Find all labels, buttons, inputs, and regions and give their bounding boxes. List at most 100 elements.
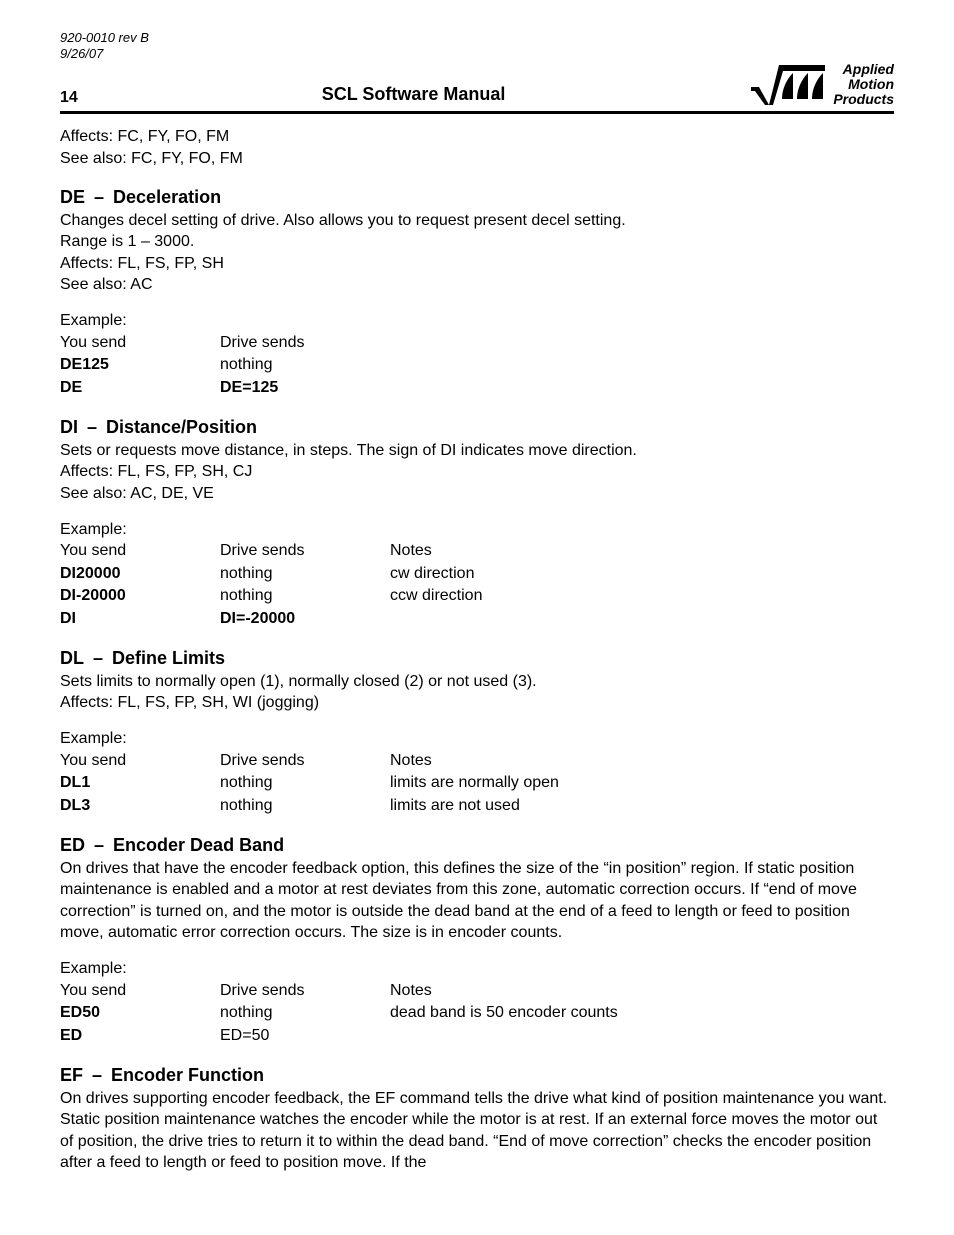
intro-see-also: See also: FC, FY, FO, FM bbox=[60, 148, 894, 170]
de-line4: See also: AC bbox=[60, 274, 894, 296]
di-line2: Affects: FL, FS, FP, SH, CJ bbox=[60, 461, 894, 483]
header-row: 14 SCL Software Manual Applied Motion Pr… bbox=[60, 61, 894, 107]
cell: limits are normally open bbox=[390, 772, 640, 795]
dl-example-label: Example: bbox=[60, 728, 894, 750]
col-header: You send bbox=[60, 750, 220, 773]
code-de: DE bbox=[60, 187, 85, 207]
cell: DI20000 bbox=[60, 563, 220, 586]
de-example-label: Example: bbox=[60, 310, 894, 332]
table-row: DE125 nothing bbox=[60, 354, 390, 377]
section-title-dl: DL – Define Limits bbox=[60, 646, 894, 670]
table-row: DL3 nothing limits are not used bbox=[60, 795, 640, 818]
cell: nothing bbox=[220, 772, 390, 795]
manual-title: SCL Software Manual bbox=[78, 84, 750, 107]
name-ed: Encoder Dead Band bbox=[113, 835, 284, 855]
col-header: Notes bbox=[390, 980, 640, 1003]
di-line1: Sets or requests move distance, in steps… bbox=[60, 440, 894, 462]
col-header: You send bbox=[60, 980, 220, 1003]
cell: limits are not used bbox=[390, 795, 640, 818]
di-line3: See also: AC, DE, VE bbox=[60, 483, 894, 505]
dash-de: – bbox=[85, 187, 113, 207]
table-row: You send Drive sends bbox=[60, 332, 390, 355]
col-header: Drive sends bbox=[220, 332, 390, 355]
cell: DE bbox=[60, 377, 220, 400]
name-di: Distance/Position bbox=[106, 417, 257, 437]
cell: nothing bbox=[220, 354, 390, 377]
code-di: DI bbox=[60, 417, 78, 437]
col-header: Notes bbox=[390, 540, 640, 563]
page-header: 920-0010 rev B 9/26/07 14 SCL Software M… bbox=[60, 30, 894, 114]
code-dl: DL bbox=[60, 648, 84, 668]
table-row: DE DE=125 bbox=[60, 377, 390, 400]
cell: nothing bbox=[220, 585, 390, 608]
col-header: You send bbox=[60, 540, 220, 563]
de-line3: Affects: FL, FS, FP, SH bbox=[60, 253, 894, 275]
dl-line1: Sets limits to normally open (1), normal… bbox=[60, 671, 894, 693]
cell: cw direction bbox=[390, 563, 640, 586]
table-row: DI-20000 nothing ccw direction bbox=[60, 585, 640, 608]
ed-example-label: Example: bbox=[60, 958, 894, 980]
di-example-table: You send Drive sends Notes DI20000 nothi… bbox=[60, 540, 640, 630]
code-ef: EF bbox=[60, 1065, 83, 1085]
cell: DI-20000 bbox=[60, 585, 220, 608]
doc-meta: 920-0010 rev B 9/26/07 bbox=[60, 30, 894, 61]
table-row: You send Drive sends Notes bbox=[60, 980, 640, 1003]
code-ed: ED bbox=[60, 835, 85, 855]
table-row: ED50 nothing dead band is 50 encoder cou… bbox=[60, 1002, 640, 1025]
brand-logo: Applied Motion Products bbox=[749, 61, 894, 107]
section-title-de: DE – Deceleration bbox=[60, 185, 894, 209]
col-header: Notes bbox=[390, 750, 640, 773]
col-header: Drive sends bbox=[220, 750, 390, 773]
dash-di: – bbox=[78, 417, 106, 437]
cell: nothing bbox=[220, 1002, 390, 1025]
ed-example-table: You send Drive sends Notes ED50 nothing … bbox=[60, 980, 640, 1048]
section-title-di: DI – Distance/Position bbox=[60, 415, 894, 439]
table-row: DI DI=-20000 bbox=[60, 608, 640, 631]
cell: ED bbox=[60, 1025, 220, 1048]
brand-line2: Motion bbox=[833, 77, 894, 92]
doc-id: 920-0010 rev B bbox=[60, 30, 894, 46]
cell: ED50 bbox=[60, 1002, 220, 1025]
table-row: DL1 nothing limits are normally open bbox=[60, 772, 640, 795]
brand-text: Applied Motion Products bbox=[833, 62, 894, 106]
cell: nothing bbox=[220, 795, 390, 818]
cell: DL3 bbox=[60, 795, 220, 818]
brand-line1: Applied bbox=[833, 62, 894, 77]
body: Affects: FC, FY, FO, FM See also: FC, FY… bbox=[60, 126, 894, 1174]
brand-line3: Products bbox=[833, 92, 894, 107]
cell: dead band is 50 encoder counts bbox=[390, 1002, 640, 1025]
dash-ef: – bbox=[83, 1065, 111, 1085]
doc-date: 9/26/07 bbox=[60, 46, 894, 62]
section-title-ef: EF – Encoder Function bbox=[60, 1063, 894, 1087]
dash-dl: – bbox=[84, 648, 112, 668]
ef-para: On drives supporting encoder feedback, t… bbox=[60, 1088, 894, 1174]
name-de: Deceleration bbox=[113, 187, 221, 207]
di-example-label: Example: bbox=[60, 519, 894, 541]
col-header: You send bbox=[60, 332, 220, 355]
ed-para: On drives that have the encoder feedback… bbox=[60, 858, 894, 944]
table-row: You send Drive sends Notes bbox=[60, 750, 640, 773]
dl-example-table: You send Drive sends Notes DL1 nothing l… bbox=[60, 750, 640, 818]
cell: ccw direction bbox=[390, 585, 640, 608]
page-number: 14 bbox=[60, 89, 78, 107]
dash-ed: – bbox=[85, 835, 113, 855]
document-page: 920-0010 rev B 9/26/07 14 SCL Software M… bbox=[0, 0, 954, 1214]
table-row: ED ED=50 bbox=[60, 1025, 640, 1048]
header-rule bbox=[60, 111, 894, 114]
cell: DE=125 bbox=[220, 377, 390, 400]
cell bbox=[390, 1025, 640, 1048]
name-dl: Define Limits bbox=[112, 648, 225, 668]
cell: DI=-20000 bbox=[220, 608, 390, 631]
cell bbox=[390, 608, 640, 631]
intro-affects: Affects: FC, FY, FO, FM bbox=[60, 126, 894, 148]
wave-icon bbox=[749, 61, 827, 107]
name-ef: Encoder Function bbox=[111, 1065, 264, 1085]
cell: DI bbox=[60, 608, 220, 631]
col-header: Drive sends bbox=[220, 540, 390, 563]
de-example-table: You send Drive sends DE125 nothing DE DE… bbox=[60, 332, 390, 400]
cell: ED=50 bbox=[220, 1025, 390, 1048]
table-row: You send Drive sends Notes bbox=[60, 540, 640, 563]
cell: DE125 bbox=[60, 354, 220, 377]
dl-line2: Affects: FL, FS, FP, SH, WI (jogging) bbox=[60, 692, 894, 714]
cell: nothing bbox=[220, 563, 390, 586]
